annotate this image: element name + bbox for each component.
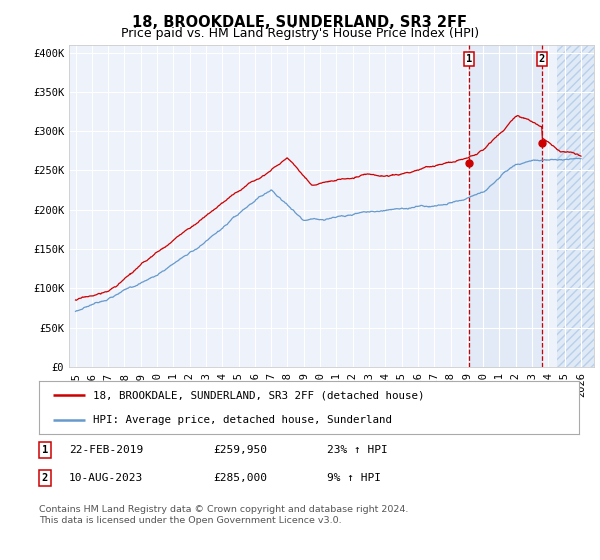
Text: 10-AUG-2023: 10-AUG-2023 [69, 473, 143, 483]
Text: 9% ↑ HPI: 9% ↑ HPI [327, 473, 381, 483]
Text: 2: 2 [539, 54, 545, 64]
Text: 2: 2 [42, 473, 48, 483]
Text: HPI: Average price, detached house, Sunderland: HPI: Average price, detached house, Sund… [93, 414, 392, 424]
Text: £259,950: £259,950 [213, 445, 267, 455]
Text: Contains HM Land Registry data © Crown copyright and database right 2024.
This d: Contains HM Land Registry data © Crown c… [39, 505, 409, 525]
Text: £285,000: £285,000 [213, 473, 267, 483]
Text: 18, BROOKDALE, SUNDERLAND, SR3 2FF: 18, BROOKDALE, SUNDERLAND, SR3 2FF [133, 15, 467, 30]
Text: 22-FEB-2019: 22-FEB-2019 [69, 445, 143, 455]
Text: Price paid vs. HM Land Registry's House Price Index (HPI): Price paid vs. HM Land Registry's House … [121, 27, 479, 40]
Text: 1: 1 [42, 445, 48, 455]
Text: 1: 1 [466, 54, 472, 64]
Text: 23% ↑ HPI: 23% ↑ HPI [327, 445, 388, 455]
Text: 18, BROOKDALE, SUNDERLAND, SR3 2FF (detached house): 18, BROOKDALE, SUNDERLAND, SR3 2FF (deta… [93, 390, 425, 400]
